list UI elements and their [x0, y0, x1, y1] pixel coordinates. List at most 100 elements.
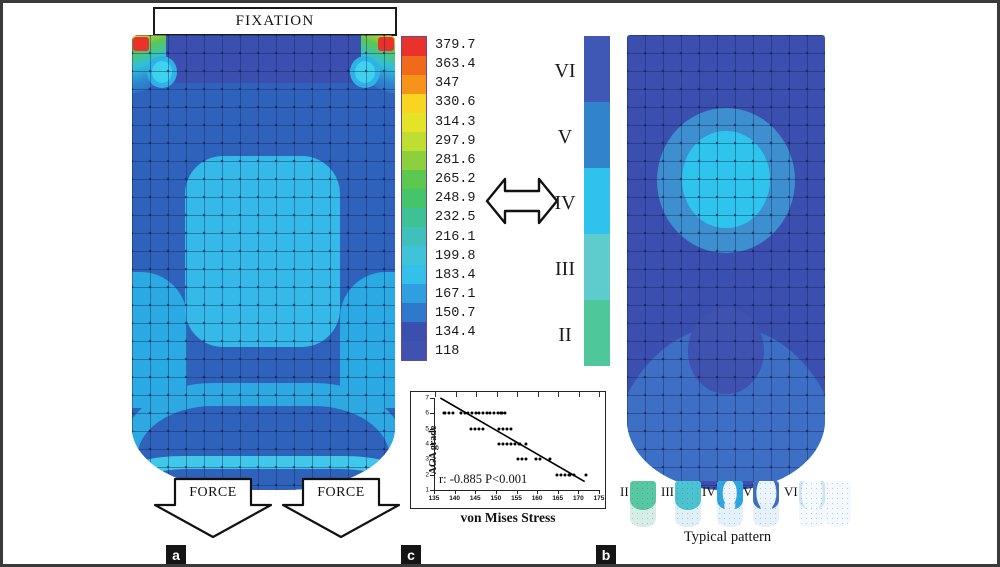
- colorbar-label-4: 314.3: [435, 114, 476, 130]
- colorbar-swatch-11: [402, 246, 426, 265]
- colorbar-label-2: 347: [435, 76, 460, 92]
- typical-pattern-item-II: II: [620, 481, 656, 529]
- chart-top-tick: [435, 392, 436, 397]
- chart-top-tick: [558, 392, 559, 397]
- grade-label-II: II: [558, 324, 572, 346]
- grade-swatch-II: [584, 300, 610, 366]
- chart-y-tick-label: 3: [425, 455, 429, 463]
- chart-y-tick-label: 4: [425, 440, 429, 448]
- chart-data-point: [501, 442, 505, 446]
- colorbar-swatch-9: [402, 208, 426, 227]
- chart-x-tick: [599, 490, 600, 494]
- colorbar-label-0: 379.7: [435, 38, 476, 53]
- panel-a-body: [132, 35, 395, 490]
- von-mises-colorbar: [401, 36, 427, 361]
- chart-data-point: [559, 473, 563, 477]
- chart-x-tick-label: 160: [531, 495, 543, 502]
- colorbar-label-8: 248.9: [435, 191, 476, 207]
- typical-pattern-label-III: III: [661, 484, 674, 499]
- colorbar-swatch-10: [402, 227, 426, 246]
- typical-pattern-item-V: V: [743, 481, 780, 529]
- typical-pattern-core-tail: [760, 503, 773, 526]
- chart-data-point: [555, 473, 559, 477]
- colorbar-swatch-12: [402, 265, 426, 284]
- chart-top-tick: [578, 392, 580, 397]
- chart-data-point: [520, 457, 524, 461]
- typical-pattern-label-IV: IV: [702, 484, 716, 499]
- panel-letter-a: a: [166, 545, 186, 564]
- typical-pattern-speckle: [675, 481, 701, 527]
- chart-y-tick: [430, 444, 434, 445]
- typical-pattern-label-V: V: [743, 484, 753, 499]
- chart-data-point: [451, 411, 455, 415]
- panel-letter-c: c: [401, 545, 421, 564]
- chart-data-point: [496, 411, 500, 415]
- typical-pattern-thumbnail-extra: [825, 481, 851, 527]
- chart-y-tick: [430, 490, 434, 491]
- chart-x-tick-label: 140: [449, 495, 461, 502]
- chart-y-tick: [430, 398, 434, 399]
- colorbar-swatch-15: [402, 322, 426, 341]
- chart-y-tick-label: 7: [425, 394, 429, 402]
- typical-pattern-item-extra: [825, 481, 851, 529]
- grade-scale-colorbar: [584, 36, 610, 366]
- colorbar-swatch-4: [402, 113, 426, 132]
- typical-pattern-core: [722, 481, 737, 506]
- chart-data-point: [584, 473, 588, 477]
- colorbar-label-9: 232.5: [435, 210, 476, 226]
- von-mises-colorbar-labels: 379.7 363.4 347 330.6 314.3 297.9 281.6 265.2 24…: [435, 31, 505, 367]
- chart-data-point: [517, 442, 521, 446]
- chart-data-point: [509, 442, 513, 446]
- typical-pattern-speckle: [798, 481, 825, 527]
- colorbar-label-10: 216.1: [435, 229, 476, 245]
- grade-label-IV: IV: [554, 192, 576, 214]
- chart-data-point: [572, 473, 576, 477]
- chart-x-tick-label: 170: [572, 495, 584, 502]
- colorbar-swatch-16: [402, 341, 426, 360]
- chart-x-tick-label: 145: [469, 495, 481, 502]
- colorbar-swatch-1: [402, 56, 426, 75]
- chart-x-tick-label: 135: [428, 495, 440, 502]
- chart-top-tick: [455, 392, 457, 397]
- typical-pattern-speckle: [629, 481, 656, 527]
- chart-top-tick: [537, 392, 539, 397]
- chart-top-tick: [476, 392, 477, 397]
- colorbar-label-1: 363.4: [435, 57, 476, 73]
- typical-pattern-upper-zone: [675, 481, 701, 510]
- chart-x-tick-label: 155: [511, 495, 522, 502]
- chart-x-axis-label: von Mises Stress: [460, 510, 556, 525]
- typical-pattern-label-II: II: [620, 484, 629, 499]
- chart-data-point: [485, 411, 489, 415]
- chart-data-point: [524, 442, 528, 446]
- typical-pattern-item-VI: VI: [784, 481, 825, 529]
- chart-data-point: [516, 457, 520, 461]
- force-arrow-right: FORCE: [281, 477, 401, 539]
- chart-x-tick-label: 150: [490, 495, 502, 502]
- colorbar-label-13: 167.1: [435, 286, 476, 302]
- colorbar-label-16: 118: [435, 344, 460, 360]
- chart-x-axis: 135 140 145 150 155 160 165 170 175: [429, 490, 604, 502]
- colorbar-swatch-6: [402, 151, 426, 170]
- grade-swatch-III: [584, 234, 610, 300]
- force-label-left: FORCE: [189, 485, 237, 500]
- chart-data-point: [503, 411, 507, 415]
- chart-top-tick: [599, 392, 600, 397]
- chart-data-point: [505, 427, 509, 431]
- grade-label-VI: VI: [554, 60, 576, 82]
- chart-data-point: [501, 427, 505, 431]
- typical-pattern-core: [756, 481, 777, 510]
- chart-data-point: [470, 411, 474, 415]
- chart-x-tick: [454, 490, 456, 494]
- panel-a-hotspot-right-peak: [378, 37, 394, 51]
- colorbar-label-6: 281.6: [435, 152, 476, 168]
- chart-y-tick-label: 1: [425, 486, 429, 494]
- grade-swatch-VI: [584, 36, 610, 102]
- double-arrow-icon: [485, 175, 559, 227]
- chart-x-tick: [495, 490, 497, 494]
- chart-y-tick: [430, 459, 434, 461]
- typical-pattern-thumbnail-III: [675, 481, 701, 527]
- fixation-label: FIXATION: [235, 13, 315, 29]
- chart-data-point: [492, 411, 496, 415]
